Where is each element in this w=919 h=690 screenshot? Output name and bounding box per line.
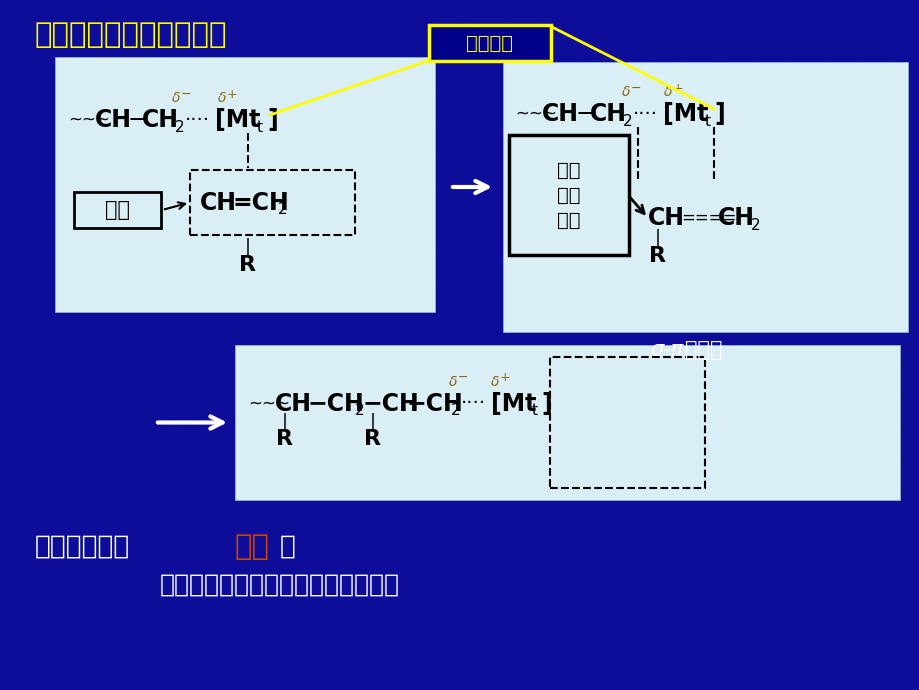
FancyBboxPatch shape <box>503 62 907 332</box>
Text: δ: δ <box>172 91 180 105</box>
Text: ····: ···· <box>460 395 485 413</box>
Text: 2: 2 <box>622 113 632 128</box>
Text: R: R <box>277 429 293 449</box>
Text: [Mt: [Mt <box>663 102 708 126</box>
Text: R: R <box>649 246 665 266</box>
Text: t: t <box>531 404 538 418</box>
Text: CH: CH <box>275 392 312 416</box>
FancyBboxPatch shape <box>55 57 435 312</box>
Text: −: − <box>128 108 148 132</box>
Text: 本质: 本质 <box>234 533 269 561</box>
Text: 2: 2 <box>750 217 760 233</box>
Text: +: + <box>227 88 237 101</box>
Text: ====: ==== <box>680 209 736 227</box>
Text: +: + <box>499 371 510 384</box>
Text: |: | <box>244 238 251 256</box>
Text: [Mt: [Mt <box>215 108 260 132</box>
Text: 配合物: 配合物 <box>685 340 721 360</box>
Text: δ: δ <box>448 375 457 389</box>
Text: ：: ： <box>279 534 296 560</box>
Text: 链增长过程的: 链增长过程的 <box>35 534 130 560</box>
Text: σ-π: σ-π <box>650 340 683 360</box>
Text: 单体对增长链端络合物的插入反应。: 单体对增长链端络合物的插入反应。 <box>160 573 400 597</box>
Text: −: − <box>181 88 191 101</box>
Text: CH: CH <box>95 108 131 132</box>
Text: |: | <box>369 413 376 431</box>
Text: CH: CH <box>541 102 578 126</box>
Text: CH: CH <box>717 206 754 230</box>
Text: ]: ] <box>267 108 278 132</box>
Text: ]: ] <box>713 102 724 126</box>
Text: ~~~: ~~~ <box>515 105 556 123</box>
Text: |: | <box>282 413 288 431</box>
Text: δ: δ <box>218 91 226 105</box>
Text: 链增长反应可表示如下：: 链增长反应可表示如下： <box>35 21 227 49</box>
Text: |: | <box>654 229 660 247</box>
Text: −: − <box>630 81 641 95</box>
Text: ]: ] <box>540 392 551 416</box>
Text: 环状
过渡
状态: 环状 过渡 状态 <box>557 161 580 230</box>
Text: ····: ···· <box>632 104 657 124</box>
Text: CH: CH <box>199 190 237 215</box>
Text: ~~~: ~~~ <box>68 111 110 129</box>
Text: −CH: −CH <box>363 392 419 416</box>
Bar <box>550 357 704 488</box>
FancyBboxPatch shape <box>508 135 629 255</box>
Text: CH: CH <box>589 102 627 126</box>
Text: 2: 2 <box>175 119 185 135</box>
FancyBboxPatch shape <box>428 25 550 61</box>
Text: −CH: −CH <box>308 392 364 416</box>
Text: −: − <box>458 371 468 384</box>
FancyBboxPatch shape <box>74 192 161 228</box>
Text: δ: δ <box>664 85 672 99</box>
Text: =CH: =CH <box>233 190 289 215</box>
Text: −CH: −CH <box>406 392 463 416</box>
Text: t: t <box>704 113 710 128</box>
Text: ~~~: ~~~ <box>248 395 289 413</box>
FancyBboxPatch shape <box>234 345 899 500</box>
Text: 过渡金属: 过渡金属 <box>466 34 513 52</box>
Text: 空位: 空位 <box>105 200 130 220</box>
Text: CH: CH <box>647 206 685 230</box>
Bar <box>190 170 355 235</box>
Text: 2: 2 <box>355 404 364 418</box>
Text: −: − <box>575 102 596 126</box>
Text: +: + <box>673 81 683 95</box>
Text: R: R <box>239 255 256 275</box>
Text: δ: δ <box>621 85 630 99</box>
Text: [Mt: [Mt <box>491 392 536 416</box>
Text: δ: δ <box>491 375 499 389</box>
Text: CH: CH <box>142 108 179 132</box>
Text: ····: ···· <box>185 110 210 130</box>
Text: 2: 2 <box>450 404 460 418</box>
Text: R: R <box>364 429 381 449</box>
Text: 2: 2 <box>278 202 288 217</box>
Text: t: t <box>256 119 263 135</box>
